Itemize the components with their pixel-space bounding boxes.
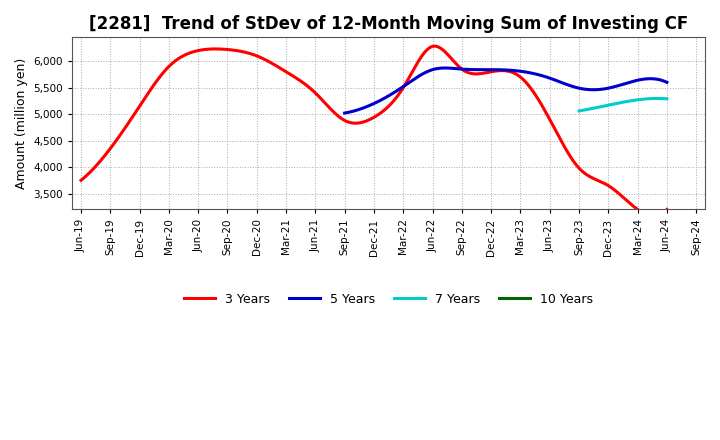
Legend: 3 Years, 5 Years, 7 Years, 10 Years: 3 Years, 5 Years, 7 Years, 10 Years	[179, 288, 598, 311]
Y-axis label: Amount (million yen): Amount (million yen)	[15, 58, 28, 189]
Title: [2281]  Trend of StDev of 12-Month Moving Sum of Investing CF: [2281] Trend of StDev of 12-Month Moving…	[89, 15, 688, 33]
